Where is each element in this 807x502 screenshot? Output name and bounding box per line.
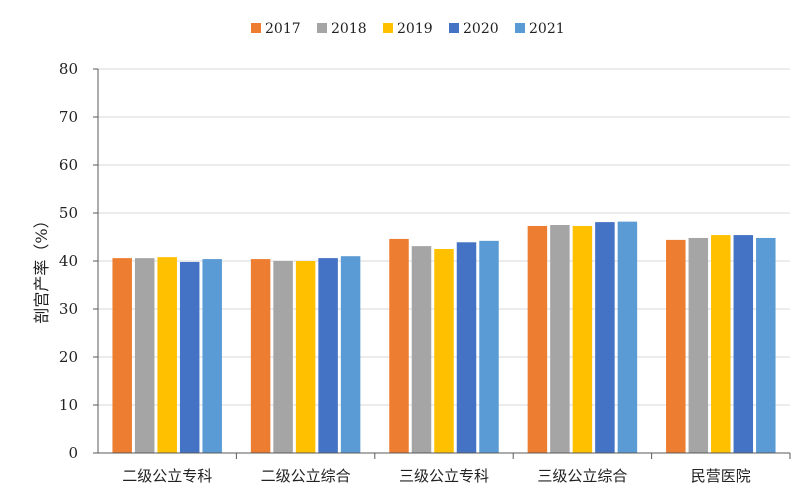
- bar-2020: [179, 261, 200, 453]
- x-category-label: 三级公立综合: [537, 467, 627, 485]
- x-category-label: 民营医院: [691, 467, 751, 485]
- bar-2021: [617, 221, 638, 453]
- legend-label: 2017: [265, 21, 301, 37]
- bar-2019: [295, 261, 316, 453]
- bar-2020: [733, 235, 754, 453]
- bar-2017: [527, 225, 548, 453]
- legend-swatch-2020: [449, 23, 459, 33]
- y-tick-label: 80: [59, 60, 78, 78]
- bar-2020: [318, 258, 338, 453]
- bar-2020: [595, 222, 615, 453]
- legend-label: 2020: [463, 21, 499, 37]
- legend-swatch-2021: [515, 23, 525, 33]
- bar-2021: [202, 259, 222, 453]
- x-category-label: 二级公立综合: [261, 467, 351, 485]
- bar-2018: [688, 237, 709, 453]
- bar-2020: [456, 242, 477, 453]
- bar-2017: [666, 239, 686, 453]
- bar-2021: [756, 237, 776, 453]
- bars: [112, 221, 776, 453]
- legend-label: 2021: [529, 21, 565, 37]
- bar-2017: [112, 258, 132, 453]
- axes: 0 10 20 30 40 50 60 70 80 二级公立专科 二级公立综合 三级公立专科 三级公立综…: [59, 60, 791, 485]
- y-tick-label: 40: [59, 252, 78, 270]
- legend-label: 2019: [397, 21, 433, 37]
- x-category-label: 二级公立专科: [122, 467, 212, 485]
- bar-2019: [157, 257, 177, 453]
- bar-2019: [572, 225, 593, 453]
- bar-2018: [134, 258, 155, 453]
- legend-label: 2018: [331, 21, 367, 37]
- y-tick-label: 70: [59, 108, 78, 126]
- bar-2018: [273, 261, 293, 453]
- x-category-label: 三级公立专科: [399, 467, 489, 485]
- bar-2017: [389, 238, 409, 453]
- bar-2018: [550, 225, 570, 453]
- legend-swatch-2017: [251, 23, 261, 33]
- y-tick-label: 0: [68, 444, 78, 462]
- bar-2021: [340, 256, 361, 453]
- y-tick-label: 60: [59, 156, 78, 174]
- legend-swatch-2018: [317, 23, 327, 33]
- legend: 2017 2018 2019 2020 2021: [251, 21, 565, 37]
- bar-2019: [434, 249, 454, 453]
- bar-2018: [411, 246, 432, 453]
- y-axis-title: 剖宫产率（%）: [32, 212, 51, 323]
- y-tick-label: 50: [59, 204, 78, 222]
- y-tick-label: 20: [59, 348, 78, 366]
- y-tick-label: 10: [59, 396, 78, 414]
- bar-2021: [479, 240, 499, 453]
- bar-2017: [250, 259, 271, 453]
- bar-2019: [711, 235, 731, 453]
- y-tick-label: 30: [59, 300, 78, 318]
- legend-swatch-2019: [383, 23, 393, 33]
